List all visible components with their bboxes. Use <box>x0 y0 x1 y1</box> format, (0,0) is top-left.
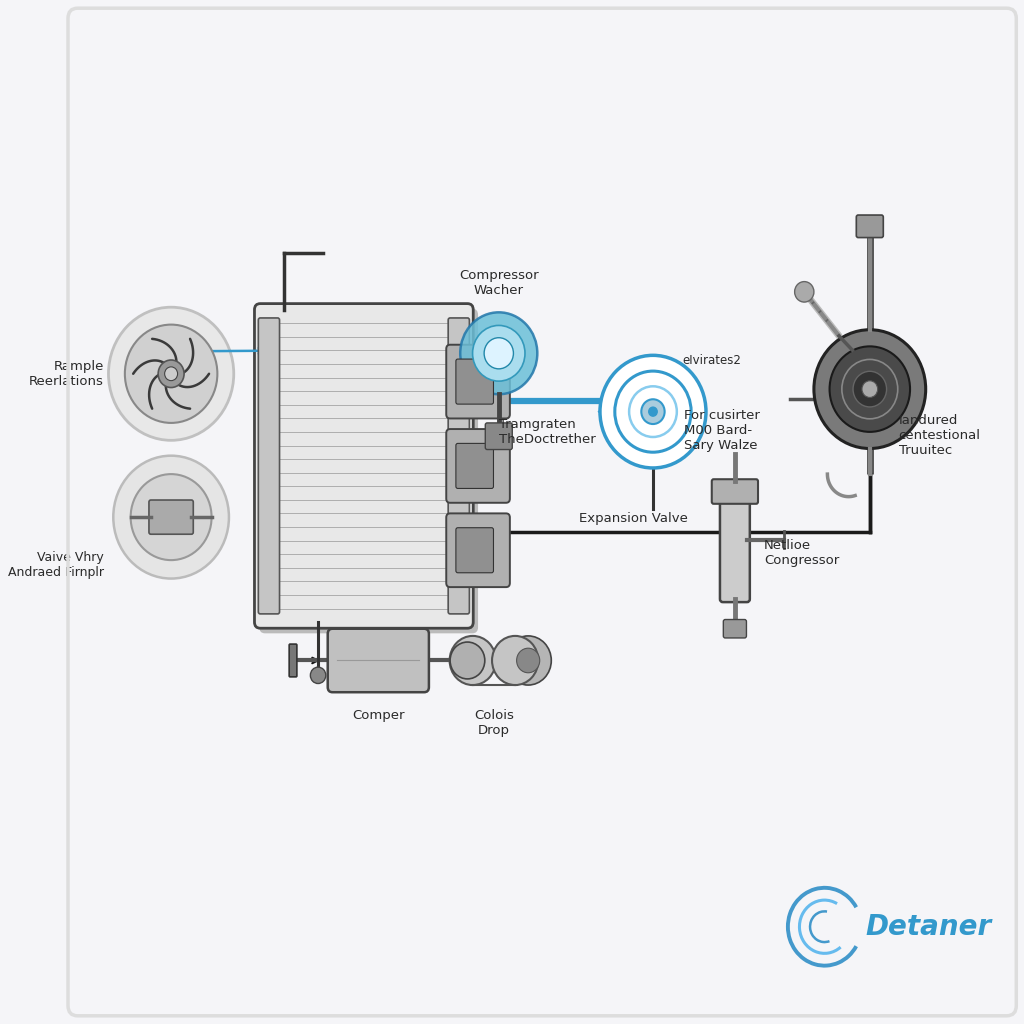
Circle shape <box>450 636 496 685</box>
Text: Expansion Valve: Expansion Valve <box>580 512 688 525</box>
Text: Iandured
centestional
Truuitec: Iandured centestional Truuitec <box>899 414 981 457</box>
FancyBboxPatch shape <box>289 644 297 677</box>
Circle shape <box>460 312 538 394</box>
FancyBboxPatch shape <box>456 359 494 404</box>
Text: Compressor
Wacher: Compressor Wacher <box>459 269 539 297</box>
Circle shape <box>109 307 233 440</box>
Text: Tramgraten
TheDoctrether: Tramgraten TheDoctrether <box>499 418 596 446</box>
FancyBboxPatch shape <box>720 494 750 602</box>
Circle shape <box>472 326 525 381</box>
Circle shape <box>505 636 551 685</box>
FancyBboxPatch shape <box>712 479 758 504</box>
FancyBboxPatch shape <box>255 303 473 628</box>
Circle shape <box>600 355 706 468</box>
Circle shape <box>641 399 665 424</box>
FancyBboxPatch shape <box>456 527 494 572</box>
Circle shape <box>484 338 513 369</box>
Text: Comper: Comper <box>352 709 404 722</box>
Text: Rample
Reerlations: Rample Reerlations <box>29 359 103 388</box>
FancyBboxPatch shape <box>446 513 510 587</box>
Circle shape <box>814 330 926 449</box>
Text: For cusirter
M00 Bard-
Sary Walze: For cusirter M00 Bard- Sary Walze <box>684 409 760 452</box>
FancyBboxPatch shape <box>449 317 469 613</box>
Text: Netlioe
Congressor: Netlioe Congressor <box>764 539 839 567</box>
Circle shape <box>649 408 657 416</box>
Circle shape <box>862 381 878 397</box>
FancyBboxPatch shape <box>328 629 429 692</box>
FancyBboxPatch shape <box>856 215 884 238</box>
Circle shape <box>795 282 814 302</box>
FancyBboxPatch shape <box>259 308 478 633</box>
FancyBboxPatch shape <box>446 345 510 419</box>
Circle shape <box>829 346 910 432</box>
FancyBboxPatch shape <box>148 500 194 535</box>
Text: eIvirates2: eIvirates2 <box>682 354 740 367</box>
FancyBboxPatch shape <box>446 429 510 503</box>
Text: Detaner: Detaner <box>865 912 991 941</box>
Circle shape <box>310 668 326 684</box>
Text: Vaive Vhry
Andraed Firnplr: Vaive Vhry Andraed Firnplr <box>7 551 103 579</box>
Text: Colois
Drop: Colois Drop <box>474 709 514 736</box>
Circle shape <box>114 456 229 579</box>
FancyBboxPatch shape <box>258 317 280 613</box>
Circle shape <box>516 648 540 673</box>
FancyBboxPatch shape <box>485 423 512 450</box>
FancyBboxPatch shape <box>723 620 746 638</box>
Circle shape <box>165 367 177 381</box>
Circle shape <box>131 474 212 560</box>
Circle shape <box>125 325 217 423</box>
Circle shape <box>853 372 887 407</box>
Circle shape <box>158 360 184 387</box>
Circle shape <box>451 642 484 679</box>
FancyBboxPatch shape <box>456 443 494 488</box>
Circle shape <box>492 636 539 685</box>
